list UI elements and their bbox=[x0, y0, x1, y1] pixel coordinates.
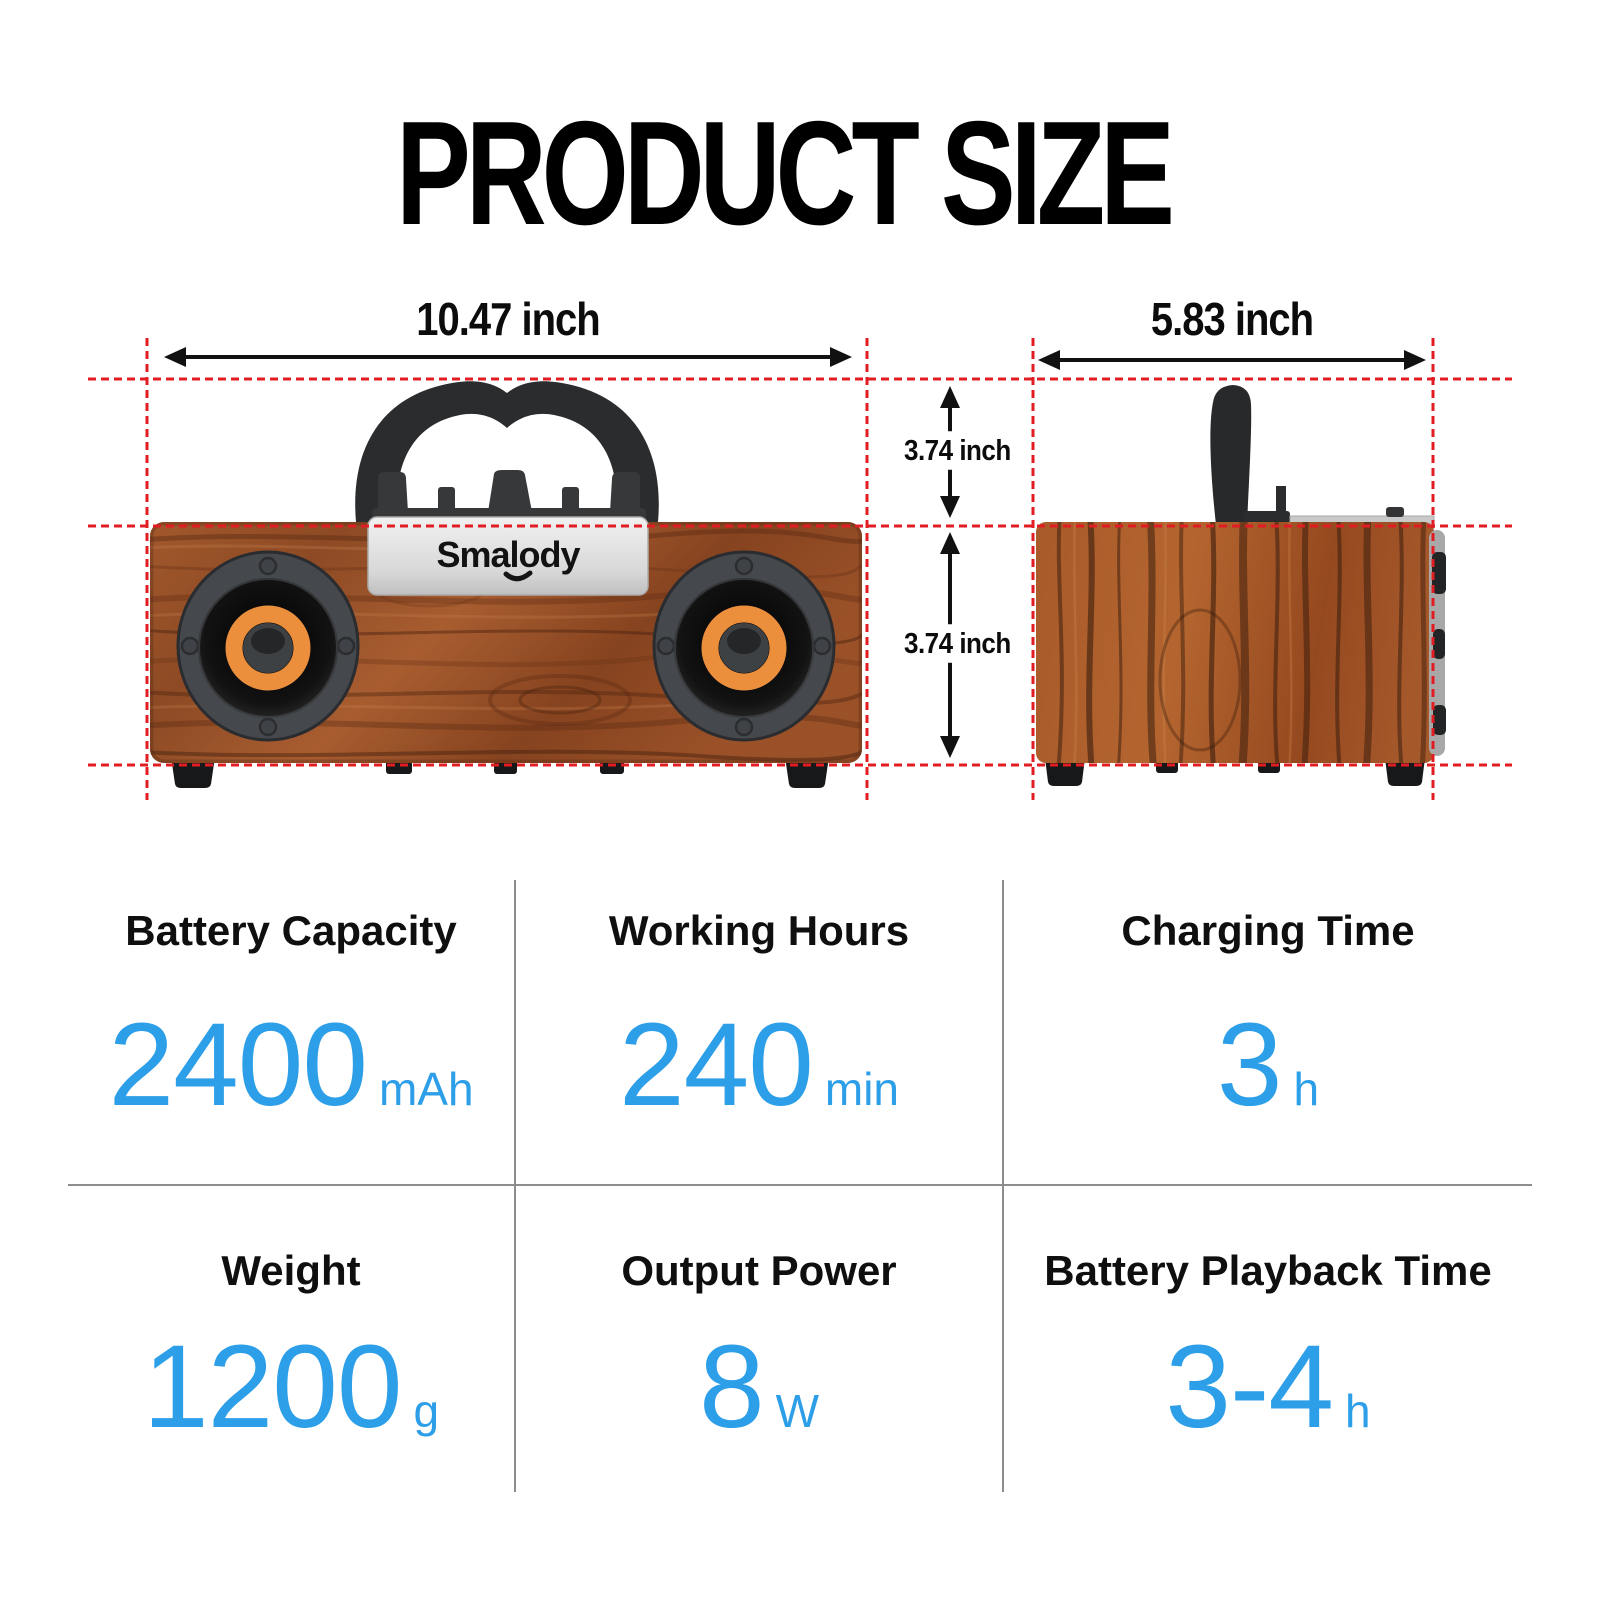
handle-height-dimension-label: 3.74 inch bbox=[898, 431, 1014, 470]
spec-unit: g bbox=[413, 1385, 440, 1437]
side-wood-grain bbox=[1056, 522, 1427, 763]
spec-number: 8 bbox=[698, 1321, 765, 1453]
spec-unit: h bbox=[1344, 1385, 1371, 1437]
speaker-front-view bbox=[150, 381, 862, 788]
spec-number: 1200 bbox=[142, 1321, 403, 1453]
spec-value: 2400 mAh bbox=[108, 1006, 473, 1124]
brand-logo: Smalody bbox=[436, 534, 580, 575]
spec-value: 3 h bbox=[1217, 1006, 1319, 1124]
spec-cell-weight: Weight 1200 g bbox=[68, 1184, 516, 1492]
carry-handle-side bbox=[1210, 385, 1252, 525]
body-height-dimension-label: 3.74 inch bbox=[898, 624, 1014, 663]
spec-table: Battery Capacity 2400 mAh Working Hours … bbox=[68, 880, 1532, 1492]
spec-cell-battery-playback-time: Battery Playback Time 3-4 h bbox=[1004, 1184, 1532, 1492]
spec-label: Output Power bbox=[621, 1247, 897, 1294]
speaker-driver-right bbox=[652, 550, 836, 742]
driver-screws bbox=[180, 556, 356, 737]
spec-value: 1200 g bbox=[143, 1328, 439, 1446]
speaker-dimension-diagram bbox=[88, 338, 1512, 800]
spec-number: 240 bbox=[618, 999, 814, 1131]
spec-label: Weight bbox=[221, 1247, 361, 1294]
dimension-arrows bbox=[164, 347, 1426, 758]
spec-value: 8 W bbox=[699, 1328, 819, 1446]
spec-label: Battery Capacity bbox=[125, 907, 457, 954]
spec-cell-output-power: Output Power 8 W bbox=[516, 1184, 1004, 1492]
guide-lines bbox=[88, 338, 1512, 800]
spec-number: 3-4 bbox=[1165, 1321, 1334, 1453]
spec-label: Charging Time bbox=[1121, 907, 1415, 954]
spec-unit: W bbox=[775, 1385, 820, 1437]
spec-unit: min bbox=[824, 1063, 899, 1115]
spec-value: 240 min bbox=[619, 1006, 899, 1124]
spec-unit: h bbox=[1293, 1063, 1320, 1115]
spec-number: 2400 bbox=[108, 999, 368, 1131]
spec-label: Battery Playback Time bbox=[1044, 1247, 1492, 1294]
spec-unit: mAh bbox=[378, 1063, 474, 1115]
spec-label: Working Hours bbox=[608, 907, 910, 954]
speaker-driver-left bbox=[176, 550, 360, 742]
spec-cell-battery-capacity: Battery Capacity 2400 mAh bbox=[68, 880, 516, 1184]
spec-cell-working-hours: Working Hours 240 min bbox=[516, 880, 1004, 1184]
speaker-side-view bbox=[1036, 385, 1446, 786]
spec-value: 3-4 h bbox=[1165, 1328, 1370, 1446]
side-wood-cabinet bbox=[1036, 522, 1434, 763]
top-button bbox=[1386, 507, 1404, 517]
logo-smile-icon bbox=[503, 570, 533, 582]
stand-bracket-side bbox=[1244, 486, 1290, 526]
side-width-dimension-label: 5.83 inch bbox=[1150, 294, 1314, 346]
side-buttons bbox=[1432, 552, 1446, 735]
spec-cell-charging-time: Charging Time 3 h bbox=[1004, 880, 1532, 1184]
carry-handle bbox=[355, 381, 659, 522]
spec-number: 3 bbox=[1216, 999, 1283, 1131]
front-width-dimension-label: 10.47 inch bbox=[416, 294, 600, 346]
page-title: PRODUCT SIZE bbox=[396, 90, 1175, 256]
brand-plate bbox=[367, 516, 649, 596]
